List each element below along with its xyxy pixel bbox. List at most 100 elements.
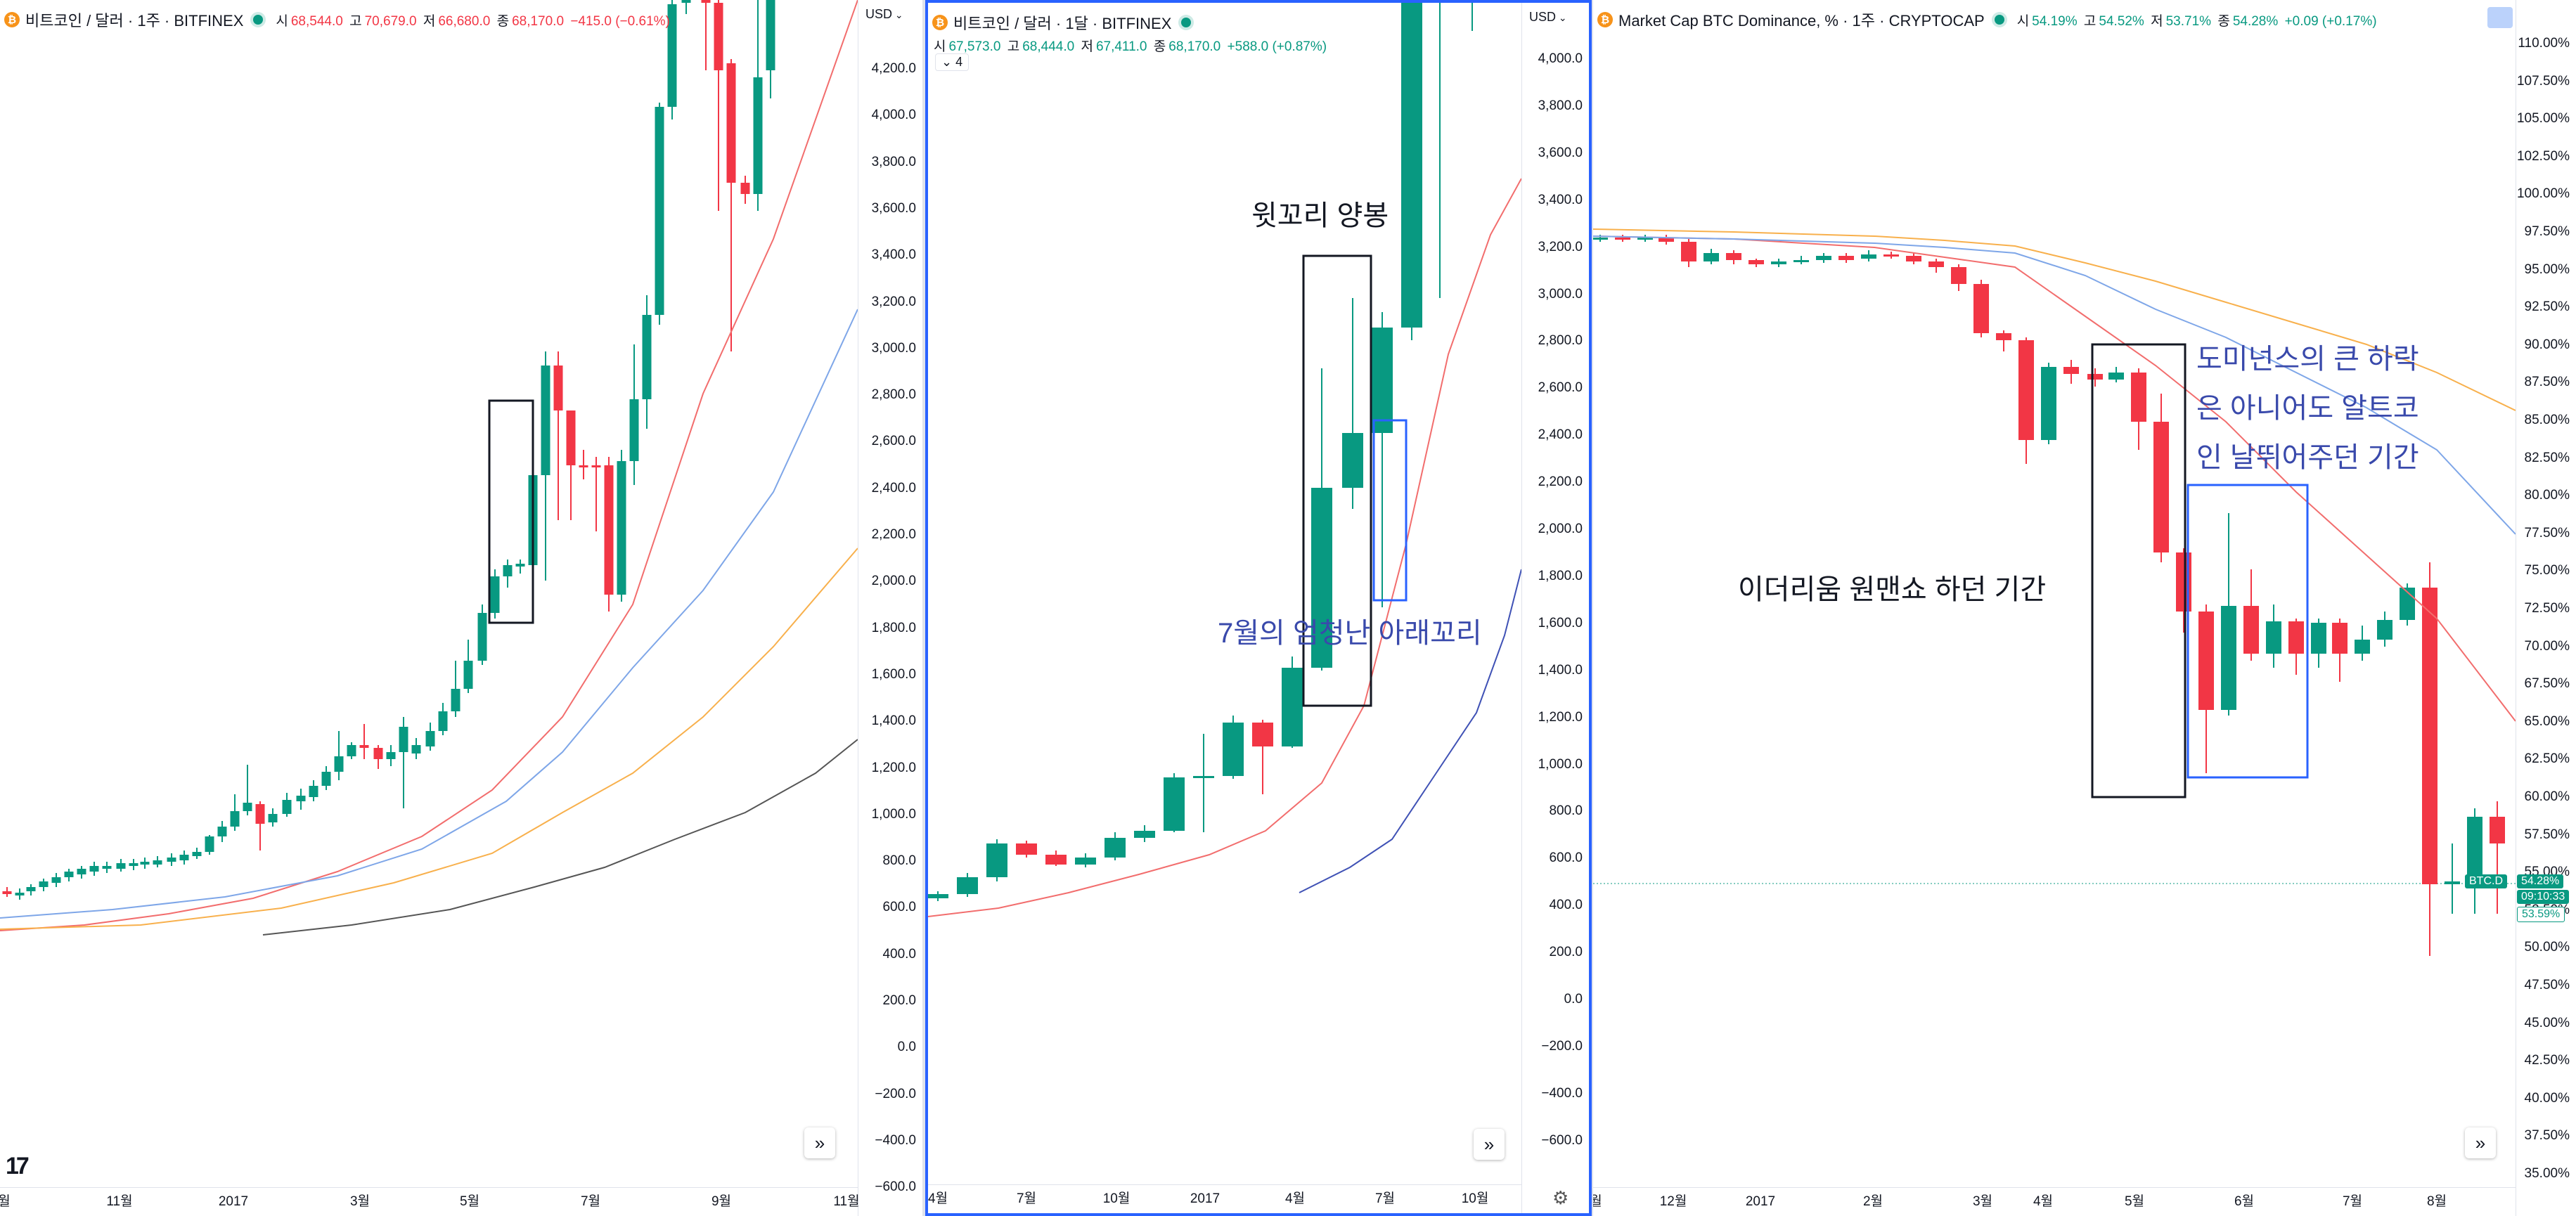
- candle-body: [2176, 552, 2191, 612]
- annotation-upper-wick[interactable]: 윗꼬리 양봉: [1251, 200, 1389, 231]
- chart-pane-btc-dominance[interactable]: ₿ Market Cap BTC Dominance, % · 1주 · CRY…: [1593, 0, 2576, 1216]
- double-chevron-right-icon[interactable]: »: [2465, 1127, 2496, 1158]
- legend-header: ₿ Market Cap BTC Dominance, % · 1주 · CRY…: [1593, 6, 2380, 34]
- candle-body: [1973, 284, 1989, 333]
- candle-body: [553, 366, 563, 410]
- candle-body: [2288, 621, 2304, 654]
- candle-body: [2131, 373, 2146, 422]
- price-tick-label: 1,200.0: [1538, 709, 1583, 725]
- time-tick-label: 월: [1593, 1194, 1602, 1209]
- candle-body: [1771, 261, 1786, 264]
- time-tick-label: 7월: [1374, 1191, 1396, 1206]
- candle-body: [515, 564, 525, 567]
- time-tick-label: 5월: [2124, 1194, 2145, 1209]
- symbol-title[interactable]: Market Cap BTC Dominance, % · 1주 · CRYPT…: [1618, 12, 1985, 30]
- price-axis[interactable]: USD 4,200.0 4,000.0 3,800.0 3,600.0 3,400.0 3…: [858, 0, 922, 1216]
- symbol-title[interactable]: 비트코인 / 달러 · 1주 · BITFINEX: [25, 12, 244, 30]
- price-axis[interactable]: USD 4,000.0 3,800.0 3,600.0 3,400.0 3,200.0 3…: [1521, 3, 1589, 1213]
- candle-body: [477, 613, 487, 661]
- price-tick-label: 1,600.0: [1538, 615, 1583, 630]
- price-tick-label: 3,200.0: [1538, 239, 1583, 254]
- annotation-lower-wick[interactable]: 7월의 엄청난 아래꼬리: [1218, 618, 1482, 649]
- time-tick-label: 4월: [927, 1191, 948, 1206]
- price-tick-label: −200.0: [875, 1086, 916, 1101]
- candle-body: [102, 866, 112, 869]
- price-plot-area[interactable]: [928, 3, 1521, 1188]
- gear-icon[interactable]: ⚙: [1552, 1187, 1569, 1208]
- annotation-ethereum[interactable]: 이더리움 원맨쇼 하던 기간: [1738, 574, 2047, 605]
- candle-body: [425, 731, 435, 746]
- moving-average-black: [262, 739, 858, 936]
- candle-body: [15, 893, 25, 895]
- price-tick-label: 1,800.0: [1538, 568, 1583, 583]
- market-status-dot: [1994, 15, 2004, 25]
- candle-body: [2490, 817, 2505, 843]
- price-tick-label: 600.0: [882, 900, 916, 915]
- moving-average-blue: [1593, 235, 2516, 535]
- candle-body: [321, 772, 331, 786]
- double-chevron-right-icon[interactable]: »: [804, 1127, 835, 1158]
- candle-body: [2, 891, 12, 894]
- price-tick-label: 37.50%: [2524, 1128, 2570, 1144]
- bitcoin-icon: ₿: [1597, 12, 1613, 27]
- time-tick-label: 10월: [1461, 1191, 1489, 1206]
- candle-body: [309, 786, 318, 797]
- candle-body: [2445, 881, 2460, 884]
- double-chevron-right-icon[interactable]: »: [1474, 1129, 1505, 1160]
- time-axis[interactable]: 월 12월 2017 2월 3월 4월 5월 6월 7월 8월: [1593, 1187, 2516, 1216]
- indicator-collapse-toggle[interactable]: ⌄ 4: [935, 53, 970, 71]
- candle-body: [2108, 373, 2124, 380]
- price-tick-label: 95.00%: [2524, 261, 2570, 277]
- highlight-box-ethereum: [2091, 343, 2187, 798]
- pane-separator[interactable]: [922, 0, 925, 1216]
- price-tick-label: 102.50%: [2516, 148, 2570, 164]
- annotation-dominance-2[interactable]: 은 아니어도 알트코: [2196, 393, 2419, 424]
- price-tick-label: 1,400.0: [1538, 662, 1583, 678]
- time-tick-label: 4월: [2033, 1194, 2054, 1209]
- candle-body: [116, 863, 126, 869]
- price-tick-label: 42.50%: [2524, 1053, 2570, 1068]
- time-tick-label: 8월: [2426, 1194, 2447, 1209]
- annotation-dominance-1[interactable]: 도미넌스의 큰 하락: [2196, 344, 2419, 375]
- price-tick-label: 45.00%: [2524, 1015, 2570, 1030]
- price-tick-label: 200.0: [882, 993, 916, 1008]
- price-tick-label: 80.00%: [2524, 488, 2570, 503]
- price-plot-area[interactable]: [0, 0, 858, 1188]
- price-tick-label: 2,400.0: [871, 480, 916, 496]
- price-plot-area[interactable]: [1593, 0, 2516, 1188]
- price-tick-label: 2,600.0: [1538, 380, 1583, 396]
- candle-body: [753, 77, 763, 194]
- time-tick-label: 2월: [1862, 1194, 1883, 1209]
- price-tick-label: 65.00%: [2524, 713, 2570, 729]
- candle-body: [986, 843, 1007, 877]
- candle-body: [1861, 254, 1876, 259]
- candle-body: [1681, 242, 1696, 261]
- symbol-title[interactable]: 비트코인 / 달러 · 1달 · BITFINEX: [953, 15, 1172, 32]
- moving-average-blue: [0, 309, 858, 919]
- candle-body: [2355, 640, 2370, 654]
- time-tick-label: 12월: [1659, 1194, 1687, 1209]
- price-tick-label: −400.0: [1541, 1085, 1583, 1101]
- currency-label[interactable]: USD: [865, 7, 903, 22]
- pane-separator[interactable]: [1592, 0, 1593, 1216]
- price-tick-label: 3,400.0: [1538, 192, 1583, 207]
- candle-body: [1996, 333, 2011, 340]
- ohlc-row: 시 67,573.0 고 68,444.0 저 67,411.0 종 68,170.0 …: [934, 39, 1327, 54]
- currency-label[interactable]: USD: [1529, 10, 1567, 25]
- legend-header: ₿ 비트코인 / 달러 · 1달 · BITFINEX: [928, 8, 1204, 37]
- price-axis[interactable]: 110.00% 107.50% 105.00% 102.50% 100.00% 97.50…: [2516, 0, 2576, 1216]
- highlight-box-upper-wick: [1302, 254, 1372, 707]
- price-tick-label: 90.00%: [2524, 337, 2570, 352]
- price-tick-label: 4,000.0: [871, 108, 916, 123]
- price-tick-label: 72.50%: [2524, 601, 2570, 616]
- time-axis[interactable]: 4월 7월 10월 2017 4월 7월 10월: [928, 1184, 1521, 1213]
- candle-body: [255, 804, 265, 824]
- chart-mode-button[interactable]: [2487, 7, 2513, 28]
- annotation-dominance-3[interactable]: 인 날뛰어주던 기간: [2196, 442, 2419, 473]
- candle-body: [282, 800, 292, 814]
- candle-body: [438, 711, 448, 731]
- time-axis[interactable]: 월 11월 2017 3월 5월 7월 9월 11월: [0, 1187, 860, 1216]
- price-tick-label: 105.00%: [2516, 111, 2570, 127]
